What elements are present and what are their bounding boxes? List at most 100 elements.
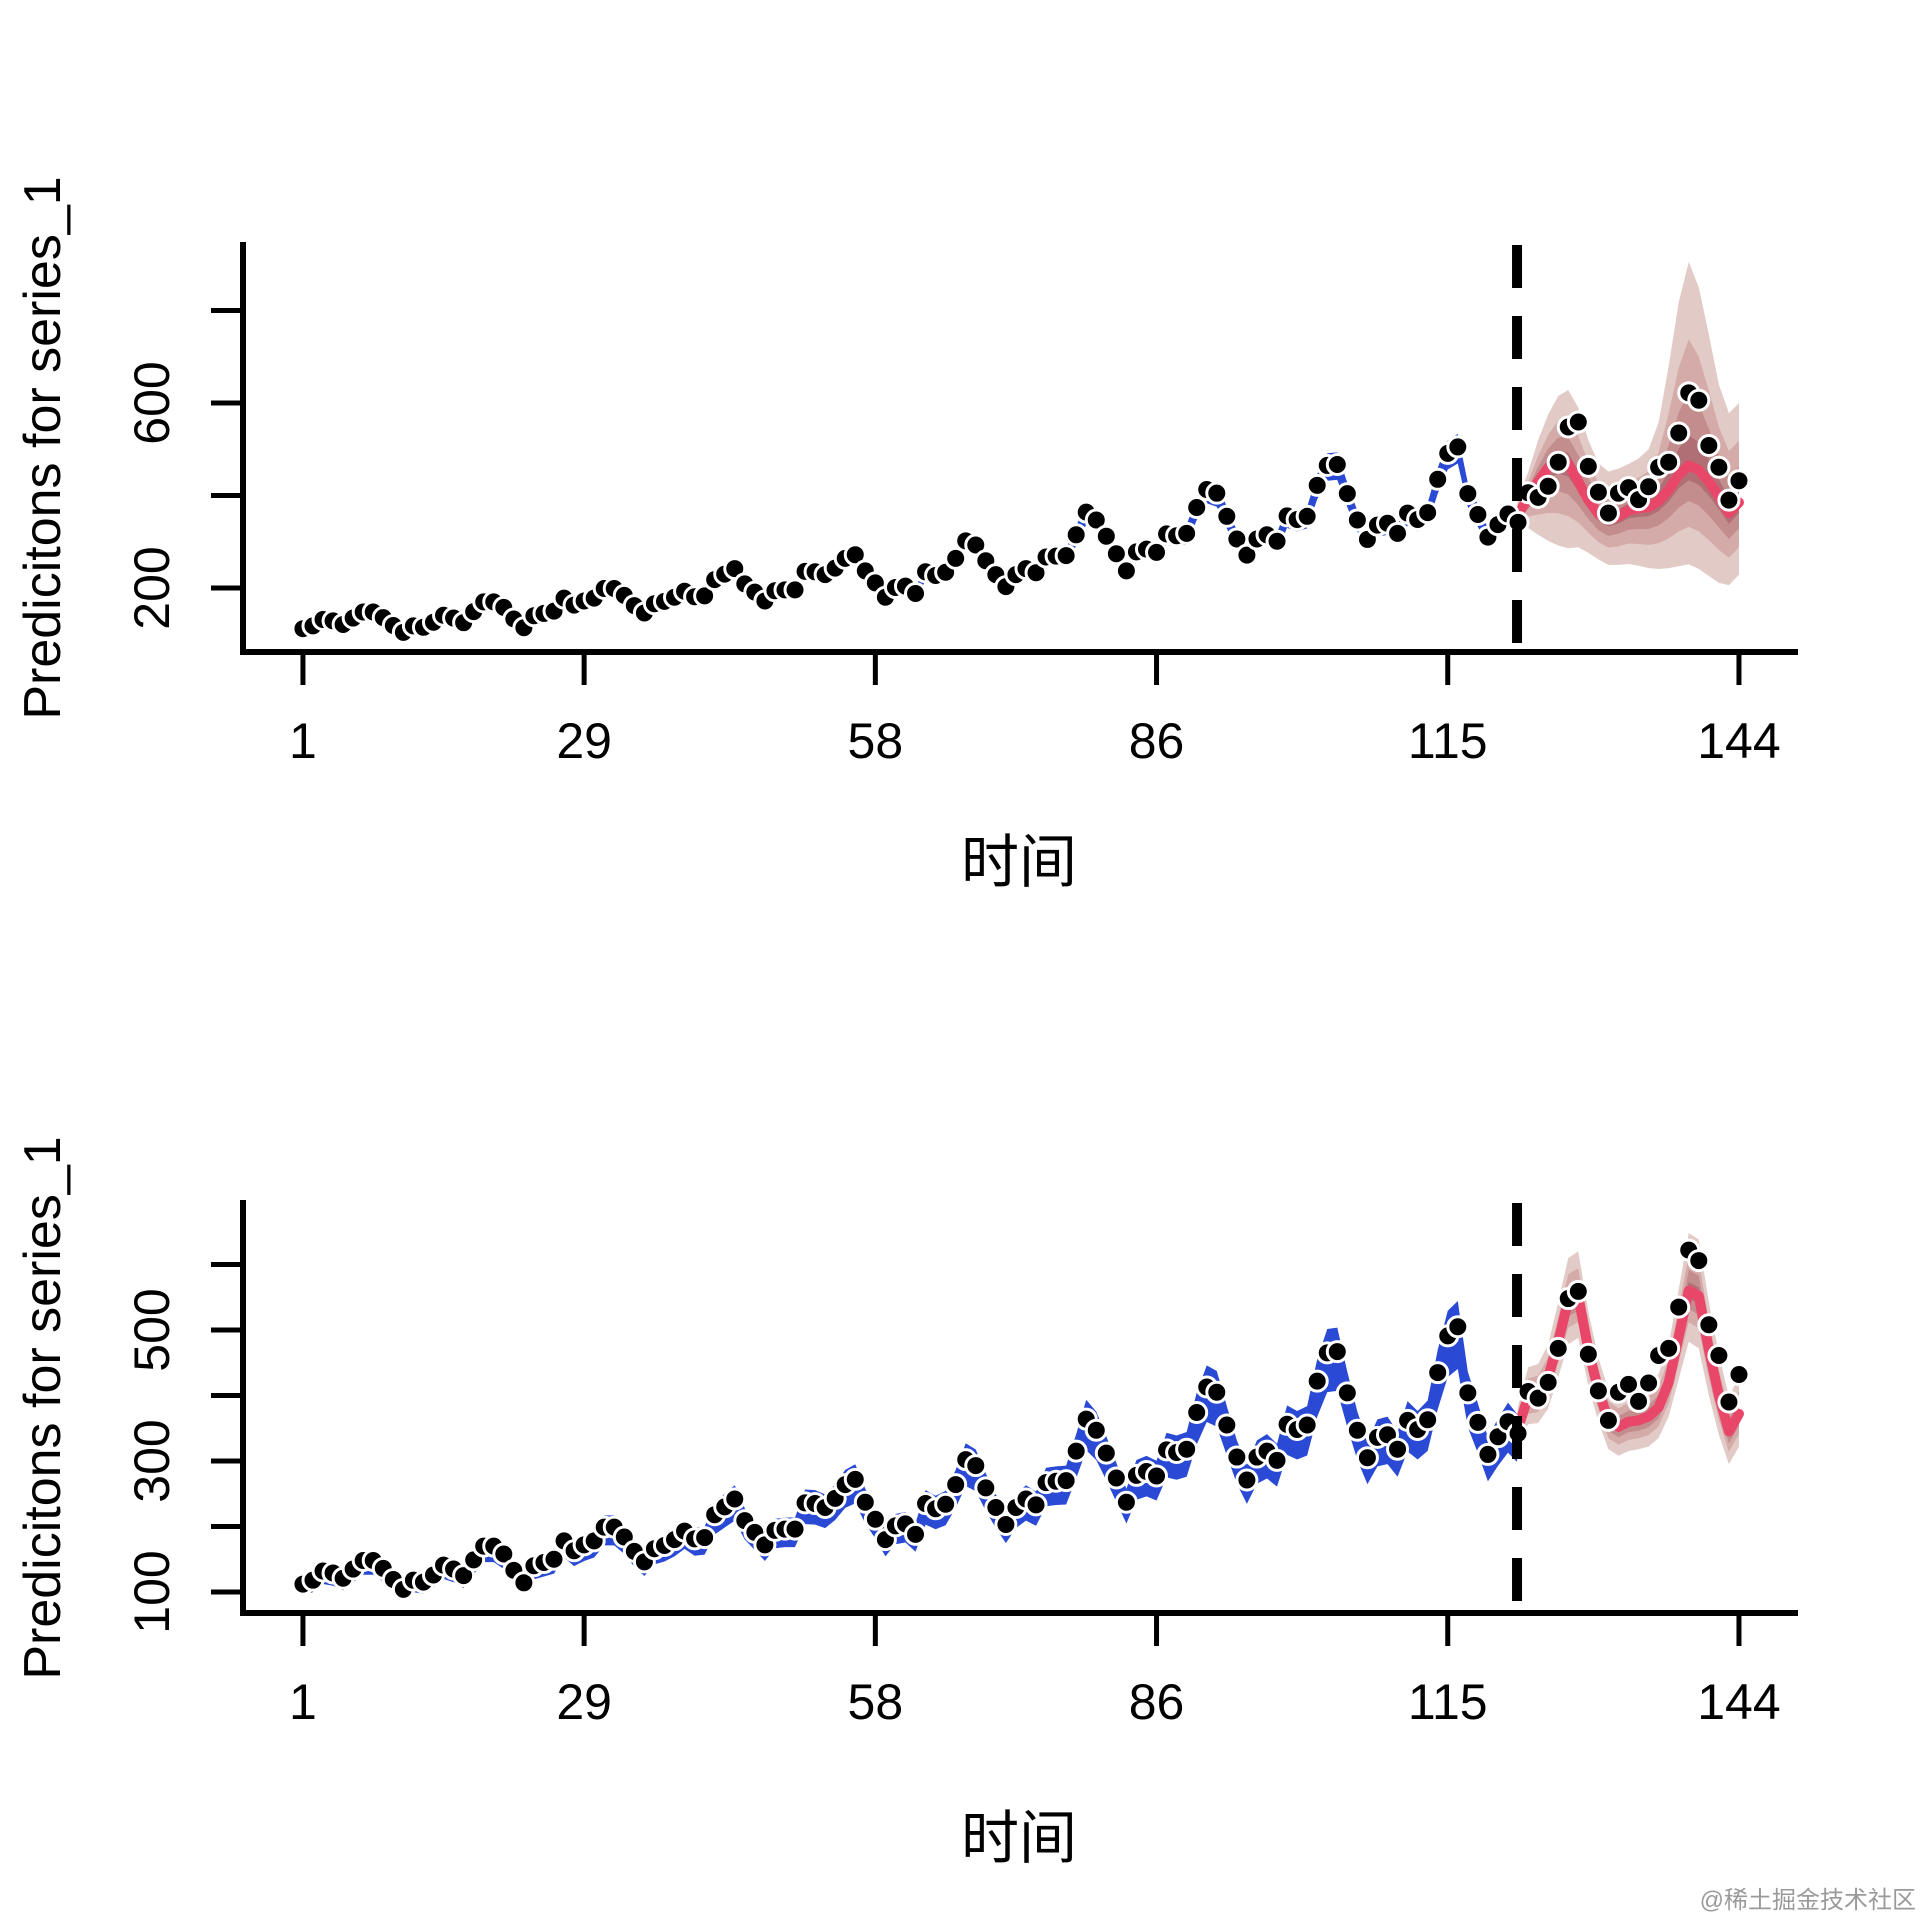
observed-point <box>1426 1361 1450 1385</box>
top-x-axis-title: 时间 <box>961 830 1077 895</box>
observed-point <box>1305 473 1329 497</box>
observed-point <box>1145 540 1169 564</box>
observed-point <box>1667 1295 1691 1319</box>
observed-point <box>1546 1336 1570 1360</box>
observed-point <box>1054 1469 1078 1493</box>
observed-point <box>693 584 717 608</box>
x-tick-label: 29 <box>556 713 612 769</box>
x-tick-label: 1 <box>289 713 317 769</box>
observed-point <box>1707 1344 1731 1368</box>
observed-point <box>1064 1439 1088 1463</box>
observed-point <box>1536 1370 1560 1394</box>
observed-point <box>1114 559 1138 583</box>
observed-point <box>1325 453 1349 477</box>
observed-point <box>1205 481 1229 505</box>
observed-point <box>1295 1413 1319 1437</box>
observed-point <box>693 1526 717 1550</box>
observed-point <box>1707 455 1731 479</box>
observed-point <box>1637 1371 1661 1395</box>
y-tick-label: 300 <box>124 1419 180 1502</box>
observed-point <box>1687 388 1711 412</box>
y-tick-label: 200 <box>124 546 180 629</box>
observed-point <box>843 543 867 567</box>
x-tick-label: 86 <box>1129 1674 1185 1730</box>
observed-point <box>1697 434 1721 458</box>
observed-point <box>1637 475 1661 499</box>
observed-point <box>1054 544 1078 568</box>
observed-point <box>1546 450 1570 474</box>
observed-point <box>1345 508 1369 532</box>
observed-point <box>1596 501 1620 525</box>
observed-point <box>1205 1380 1229 1404</box>
observed-point <box>542 1547 566 1571</box>
observed-point <box>843 1467 867 1491</box>
observed-point <box>1094 524 1118 548</box>
observed-point <box>1225 1445 1249 1469</box>
observed-point <box>1094 1441 1118 1465</box>
observed-point <box>783 578 807 602</box>
observed-point <box>1235 1468 1259 1492</box>
observed-point <box>1325 1340 1349 1364</box>
observed-point <box>934 1492 958 1516</box>
y-tick-label: 100 <box>124 1550 180 1633</box>
observed-point <box>1084 1418 1108 1442</box>
observed-point <box>1024 1493 1048 1517</box>
observed-point <box>1355 1446 1379 1470</box>
x-tick-label: 58 <box>848 713 904 769</box>
observed-point <box>1727 1363 1751 1387</box>
observed-point <box>512 1571 536 1595</box>
observed-point <box>1215 1413 1239 1437</box>
observed-point <box>1335 1381 1359 1405</box>
observed-point <box>974 1476 998 1500</box>
observed-point <box>1235 543 1259 567</box>
observed-point <box>1566 1279 1590 1303</box>
observed-point <box>1446 435 1470 459</box>
observed-point <box>1175 1437 1199 1461</box>
observed-point <box>1064 523 1088 547</box>
x-tick-label: 115 <box>1408 713 1488 769</box>
observed-point <box>904 1522 928 1546</box>
observed-point <box>1717 488 1741 512</box>
top-panel-data <box>291 245 1751 652</box>
observed-point <box>1586 480 1610 504</box>
observed-point <box>1265 529 1289 553</box>
observed-point <box>1596 1408 1620 1432</box>
observed-point <box>1657 450 1681 474</box>
y-tick-label: 600 <box>124 361 180 444</box>
observed-point <box>1386 521 1410 545</box>
observed-point <box>783 1517 807 1541</box>
x-tick-label: 115 <box>1408 1674 1488 1730</box>
observed-point <box>1667 421 1691 445</box>
observed-point <box>1215 504 1239 528</box>
observed-point <box>1104 1466 1128 1490</box>
observed-point <box>1466 502 1490 526</box>
observed-point <box>1566 410 1590 434</box>
x-tick-label: 1 <box>289 1674 317 1730</box>
observed-point <box>1657 1336 1681 1360</box>
observed-point <box>1526 1386 1550 1410</box>
observed-point <box>944 1473 968 1497</box>
observed-point <box>1576 454 1600 478</box>
x-tick-label: 86 <box>1129 713 1185 769</box>
observed-point <box>1416 501 1440 525</box>
observed-point <box>452 1564 476 1588</box>
observed-point <box>1627 1389 1651 1413</box>
observed-point <box>1717 1390 1741 1414</box>
observed-point <box>1335 482 1359 506</box>
observed-point <box>1456 482 1480 506</box>
observed-point <box>1145 1464 1169 1488</box>
observed-point <box>1175 521 1199 545</box>
bottom-panel-axes: 100 300 500 1 29 58 86 115 144 <box>124 1200 1798 1730</box>
observed-point <box>1185 496 1209 520</box>
observed-point <box>994 1513 1018 1537</box>
observed-point <box>964 1454 988 1478</box>
y-tick-label: 500 <box>124 1288 180 1371</box>
x-tick-label: 144 <box>1697 713 1780 769</box>
x-tick-label: 144 <box>1697 1674 1780 1730</box>
forecast-median-line <box>1512 455 1744 525</box>
bottom-y-axis-title: Predicitons for series_1 <box>14 1136 72 1679</box>
x-tick-label: 29 <box>556 1674 612 1730</box>
x-tick-label: 58 <box>848 1674 904 1730</box>
observed-point <box>1697 1313 1721 1337</box>
